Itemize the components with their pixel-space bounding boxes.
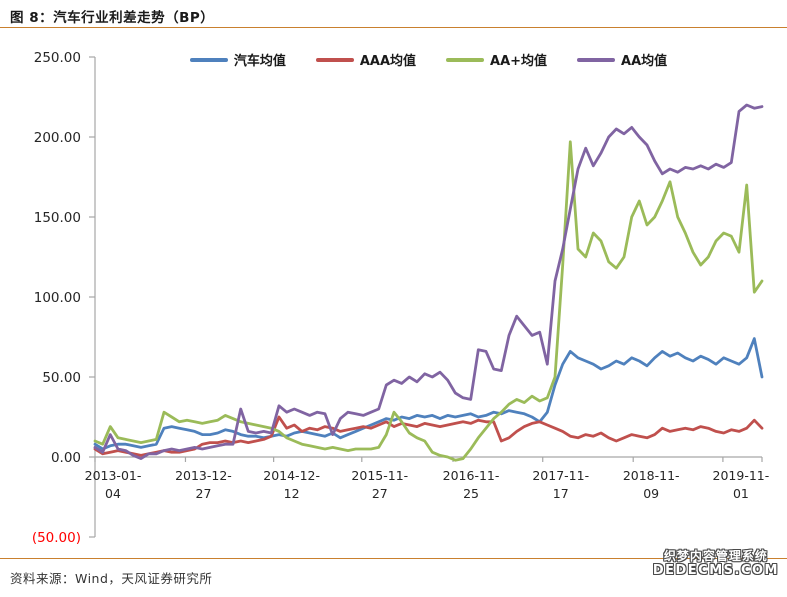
- series-line-1: [93, 337, 764, 451]
- legend-label: AA+均值: [490, 54, 548, 69]
- chart-legend: 汽车均值 AAA均值 AA+均值 AA均值: [95, 50, 762, 69]
- series-line-3: [93, 140, 764, 462]
- watermark-domain: DEDECMS.COM: [652, 562, 779, 578]
- x-tick-label-line2: 12: [284, 486, 300, 501]
- legend-label: AA均值: [621, 54, 668, 69]
- x-tick-label-line2: 01: [733, 486, 749, 501]
- x-tick-label-line2: 09: [643, 486, 659, 501]
- footer-divider: [0, 558, 787, 559]
- x-tick-label-line1: 2016-11-: [443, 468, 500, 483]
- y-tick-label: (50.00): [32, 530, 81, 546]
- y-tick-label: 50.00: [42, 370, 81, 386]
- series-line-2: [93, 415, 764, 457]
- x-tick-label-line2: 27: [196, 486, 212, 501]
- legend-swatch: [189, 57, 228, 62]
- y-tick-label: 250.00: [34, 50, 81, 66]
- y-tick-label: 200.00: [34, 130, 81, 146]
- x-tick-label-line1: 2014-12-: [263, 468, 320, 483]
- x-tick-label-line2: 25: [463, 486, 479, 501]
- y-tick-label: 0.00: [51, 450, 81, 466]
- series-line-4: [93, 103, 764, 461]
- legend-swatch: [577, 57, 616, 62]
- x-tick-label-line1: 2013-01-: [85, 468, 142, 483]
- legend-item-3: AA+均值: [446, 50, 547, 69]
- x-tick-label-line1: 2017-11-: [532, 468, 589, 483]
- y-tick-label: 100.00: [34, 290, 81, 306]
- x-tick-label-line1: 2013-12-: [175, 468, 232, 483]
- x-tick-label-line1: 2015-11-: [351, 468, 408, 483]
- x-tick-label-line2: 17: [553, 486, 569, 501]
- legend-label: AAA均值: [359, 54, 417, 69]
- legend-item-2: AAA均值: [315, 50, 417, 69]
- x-tick-label-line2: 04: [105, 486, 121, 501]
- y-tick-label: 150.00: [34, 210, 81, 226]
- legend-swatch: [315, 57, 354, 62]
- legend-item-1: 汽车均值: [189, 50, 286, 69]
- legend-swatch: [446, 57, 485, 62]
- page-title: 图 8：汽车行业利差走势（BP）: [10, 10, 215, 26]
- title-divider: [0, 27, 787, 28]
- legend-label: 汽车均值: [233, 54, 286, 69]
- source-note: 资料来源：Wind，天风证券研究所: [10, 571, 213, 586]
- x-tick-label-line1: 2018-11-: [623, 468, 680, 483]
- legend-item-4: AA均值: [577, 50, 667, 69]
- x-tick-label-line1: 2019-11-: [713, 468, 770, 483]
- watermark-cn: 织梦内容管理系统: [663, 549, 768, 563]
- x-tick-label-line2: 27: [372, 486, 388, 501]
- watermark: 织梦内容管理系统 DEDECMS.COM: [652, 549, 779, 579]
